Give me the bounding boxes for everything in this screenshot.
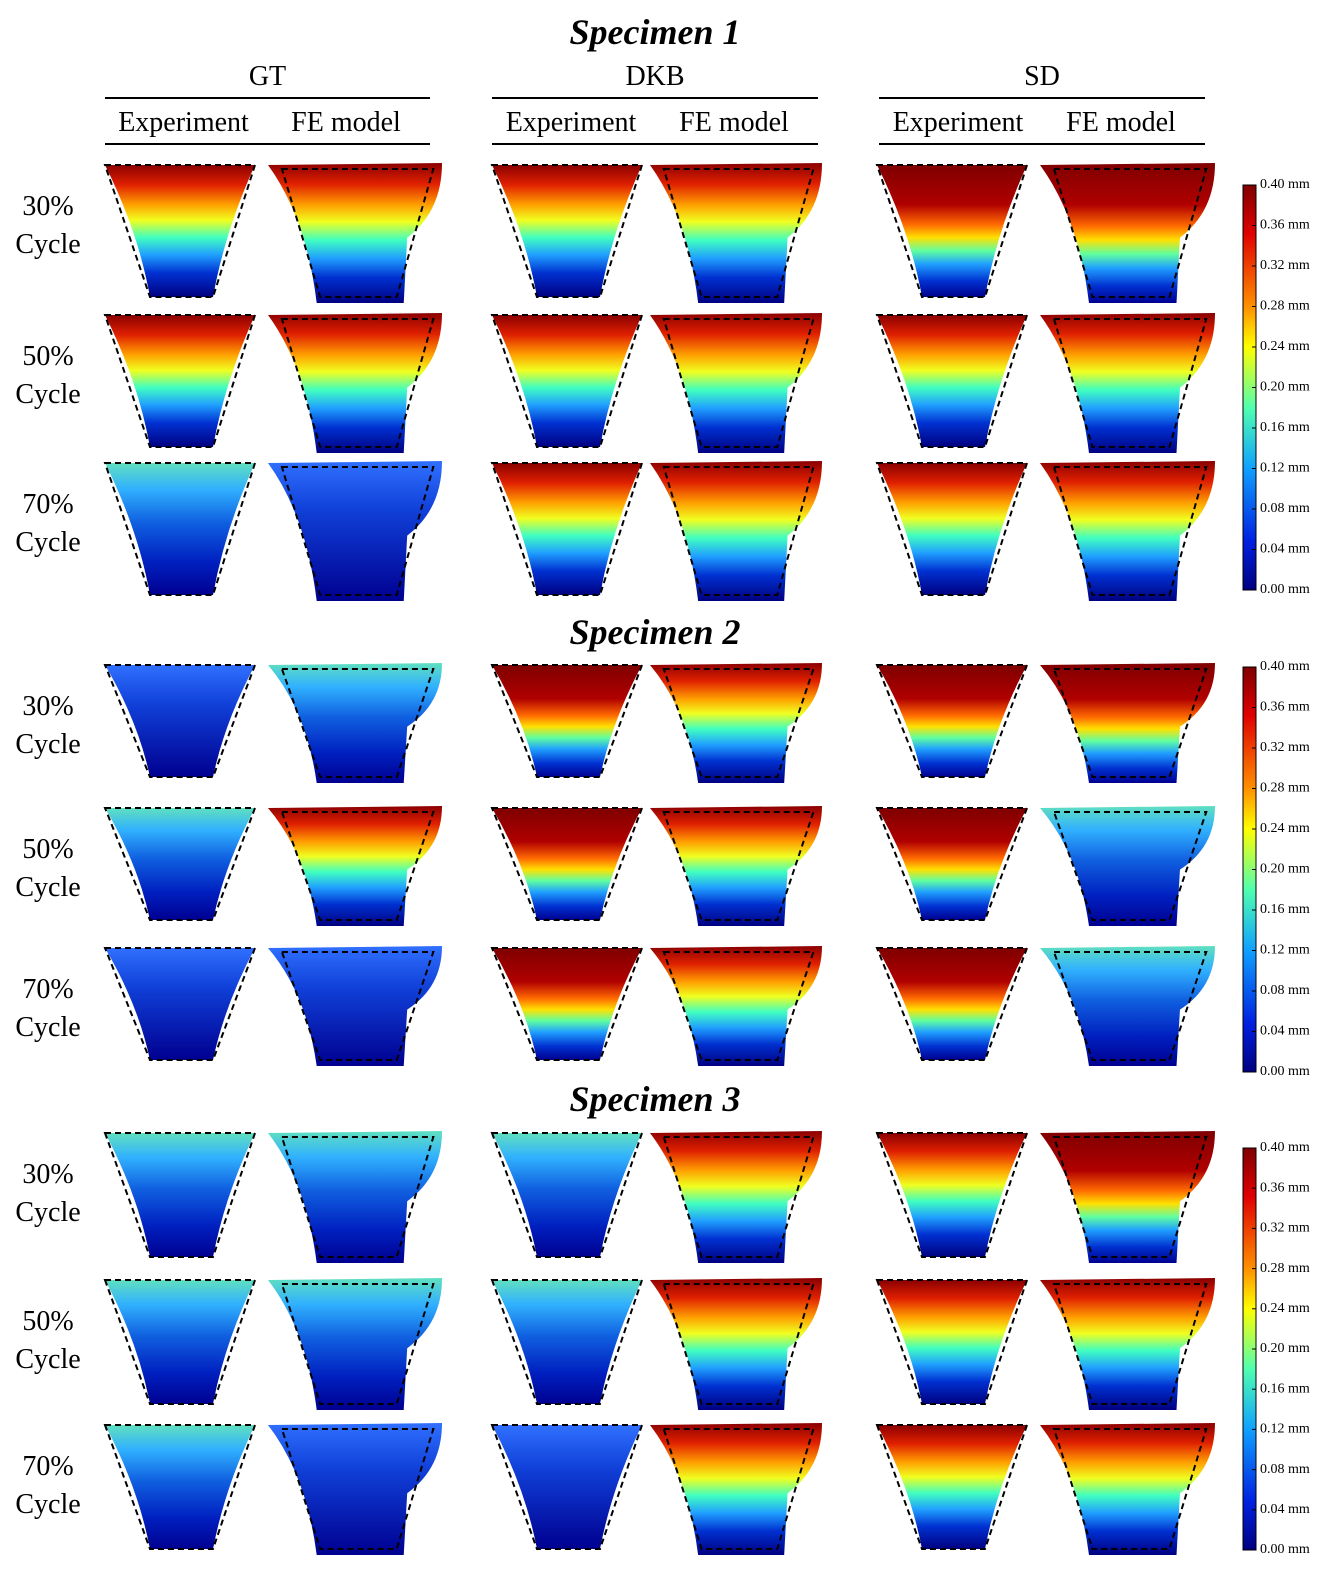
specimen-title: Specimen 2 xyxy=(570,612,741,652)
colorbar-tick-label: 0.36 mm xyxy=(1260,1180,1310,1195)
specimen-title: Specimen 1 xyxy=(570,12,741,52)
colorbar-tick-label: 0.36 mm xyxy=(1260,218,1310,233)
row-label: 30% xyxy=(22,191,73,222)
colorbar-tick-label: 0.08 mm xyxy=(1260,983,1310,998)
colorbar-tick-label: 0.20 mm xyxy=(1260,862,1310,877)
displacement-field xyxy=(492,1425,642,1549)
row-label: 50% xyxy=(22,834,73,865)
row-label: Cycle xyxy=(15,229,80,260)
displacement-field xyxy=(1040,806,1215,926)
colorbar-tick-label: 0.12 mm xyxy=(1260,461,1310,476)
colorbar-tick-label: 0.28 mm xyxy=(1260,781,1310,796)
colorbar-tick-label: 0.40 mm xyxy=(1260,659,1310,674)
colorbar-tick-label: 0.04 mm xyxy=(1260,1502,1310,1517)
figure: GTExperimentFE modelDKBExperimentFE mode… xyxy=(0,0,1343,1578)
subcolumn-title: FE model xyxy=(679,107,789,138)
row-label: Cycle xyxy=(15,1344,80,1375)
subcolumn-title: FE model xyxy=(1066,107,1176,138)
subcolumn-title: Experiment xyxy=(893,107,1024,138)
displacement-field xyxy=(268,163,442,303)
row-label: 50% xyxy=(22,341,73,372)
subcolumn-title: FE model xyxy=(291,107,401,138)
colorbar-tick-label: 0.16 mm xyxy=(1260,420,1310,435)
colorbar-tick-label: 0.04 mm xyxy=(1260,1024,1310,1039)
colorbar-tick-label: 0.24 mm xyxy=(1260,339,1310,354)
row-label: Cycle xyxy=(15,527,80,558)
colorbar-tick-label: 0.24 mm xyxy=(1260,1301,1310,1316)
displacement-field xyxy=(492,1280,642,1404)
displacement-field xyxy=(1040,163,1215,303)
column-title: SD xyxy=(1024,61,1060,92)
colorbar-tick-label: 0.08 mm xyxy=(1260,501,1310,516)
row-label: 30% xyxy=(22,691,73,722)
row-label: Cycle xyxy=(15,872,80,903)
row-label: Cycle xyxy=(15,1012,80,1043)
displacement-field xyxy=(650,946,822,1066)
colorbar-tick-label: 0.36 mm xyxy=(1260,700,1310,715)
displacement-field xyxy=(877,1280,1027,1404)
colorbar-tick-label: 0.00 mm xyxy=(1260,1542,1310,1557)
displacement-field xyxy=(1040,946,1215,1066)
row-label: 70% xyxy=(22,1451,73,1482)
subcolumn-title: Experiment xyxy=(118,107,249,138)
displacement-field xyxy=(1040,663,1215,783)
column-title: GT xyxy=(249,61,286,92)
colorbar-tick-label: 0.40 mm xyxy=(1260,177,1310,192)
displacement-field xyxy=(268,461,442,601)
row-label: Cycle xyxy=(15,379,80,410)
colorbar-tick-label: 0.28 mm xyxy=(1260,1261,1310,1276)
row-label: 50% xyxy=(22,1306,73,1337)
column-title: DKB xyxy=(625,61,684,92)
colorbar-tick-label: 0.28 mm xyxy=(1260,299,1310,314)
colorbar-tick-label: 0.08 mm xyxy=(1260,1462,1310,1477)
displacement-field xyxy=(650,663,822,783)
displacement-field xyxy=(650,806,822,926)
displacement-field xyxy=(268,946,442,1066)
colorbar-tick-label: 0.32 mm xyxy=(1260,1221,1310,1236)
colorbar-tick-label: 0.00 mm xyxy=(1260,1064,1310,1079)
row-label: 70% xyxy=(22,489,73,520)
row-label: Cycle xyxy=(15,1489,80,1520)
row-label: Cycle xyxy=(15,1197,80,1228)
displacement-field xyxy=(268,313,442,453)
displacement-field xyxy=(105,1280,255,1404)
colorbar-tick-label: 0.20 mm xyxy=(1260,380,1310,395)
colorbar-tick-label: 0.24 mm xyxy=(1260,821,1310,836)
row-label: 30% xyxy=(22,1159,73,1190)
displacement-field xyxy=(105,1133,255,1257)
colorbar-tick-label: 0.32 mm xyxy=(1260,258,1310,273)
colorbar-tick-label: 0.04 mm xyxy=(1260,542,1310,557)
colorbar-tick-label: 0.32 mm xyxy=(1260,740,1310,755)
displacement-field xyxy=(268,663,442,783)
displacement-field xyxy=(877,1425,1027,1549)
colorbar-tick-label: 0.00 mm xyxy=(1260,582,1310,597)
colorbar-tick-label: 0.16 mm xyxy=(1260,902,1310,917)
displacement-field xyxy=(1040,461,1215,601)
colorbar-tick-label: 0.12 mm xyxy=(1260,1422,1310,1437)
colorbar-tick-label: 0.40 mm xyxy=(1260,1140,1310,1155)
displacement-field xyxy=(105,1425,255,1549)
specimen-title: Specimen 3 xyxy=(570,1079,741,1119)
subcolumn-title: Experiment xyxy=(506,107,637,138)
displacement-field xyxy=(492,1133,642,1257)
displacement-field xyxy=(268,806,442,926)
displacement-field xyxy=(877,1133,1027,1257)
colorbar-tick-label: 0.12 mm xyxy=(1260,943,1310,958)
displacement-field xyxy=(1040,313,1215,453)
row-label: Cycle xyxy=(15,729,80,760)
colorbar-tick-label: 0.20 mm xyxy=(1260,1341,1310,1356)
row-label: 70% xyxy=(22,974,73,1005)
colorbar-tick-label: 0.16 mm xyxy=(1260,1381,1310,1396)
